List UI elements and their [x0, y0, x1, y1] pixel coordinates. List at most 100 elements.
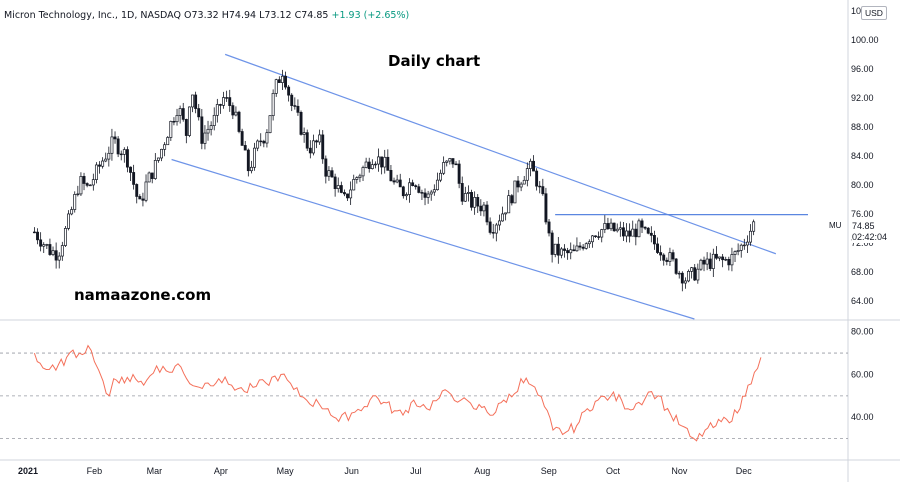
candle-body [594, 235, 597, 238]
candle-body [321, 134, 325, 160]
candle-body [479, 205, 483, 212]
candle-body [569, 249, 573, 254]
last-price-value: 74.85 [852, 221, 875, 231]
price-axis: 64.0068.0072.0076.0080.0084.0088.0092.00… [851, 6, 879, 306]
candle-body [711, 253, 715, 269]
candle-body [116, 138, 120, 155]
candle-body [649, 232, 653, 236]
low-value: L73.12 [259, 10, 292, 21]
candle-body [330, 170, 334, 178]
price-tick-label: 92.00 [851, 93, 874, 103]
candle-body [683, 280, 687, 284]
candle-body [566, 250, 570, 254]
candle-body [290, 94, 294, 106]
candle-body [429, 191, 433, 195]
time-tick-label: Feb [87, 466, 103, 476]
candle-body [677, 272, 681, 275]
candle-body [352, 179, 356, 191]
candle-body [721, 256, 725, 261]
candle-body [587, 241, 591, 245]
candle-body [51, 250, 55, 255]
chart-annotation-title: Daily chart [388, 52, 481, 70]
candle-body [380, 156, 384, 168]
candle-body [110, 136, 114, 154]
symbol-info: Micron Technology, Inc., 1D, NASDAQ [4, 10, 181, 21]
candle-body [265, 132, 269, 144]
candle-body [646, 227, 650, 234]
price-tick-label: 64.00 [851, 296, 874, 306]
bar-countdown: 02:42:04 [852, 232, 888, 242]
candle-body [98, 164, 101, 167]
oscillator-line [33, 344, 762, 442]
price-tick-label: 76.00 [851, 209, 874, 219]
candle-body [296, 105, 300, 113]
candle-body [609, 222, 613, 230]
candle-body [671, 252, 675, 260]
candle-body [389, 170, 393, 182]
candle-body [163, 144, 167, 150]
candle-body [395, 179, 399, 183]
candle-body [150, 172, 154, 179]
candle-body [88, 184, 92, 187]
candle-body [187, 106, 191, 136]
symbol-label: MU [829, 221, 842, 230]
candle-body [423, 192, 427, 198]
candle-body [197, 108, 201, 118]
candle-body [606, 223, 610, 230]
candle-body [491, 232, 495, 234]
candle-body [432, 189, 436, 193]
price-tick-label: 84.00 [851, 151, 874, 161]
candle-body [246, 149, 250, 172]
candle-body [79, 176, 83, 195]
candle-body [575, 245, 579, 252]
candle-body [497, 220, 501, 226]
candle-body [184, 119, 188, 136]
candle-body [556, 243, 560, 256]
candle-body [510, 195, 514, 204]
candle-body [172, 120, 176, 123]
candle-body [336, 185, 340, 189]
candle-body [36, 231, 39, 241]
candle-body [736, 250, 740, 252]
candle-body [559, 248, 563, 256]
time-tick-label: Sep [541, 466, 557, 476]
candle-body [504, 212, 508, 215]
candle-body [460, 183, 464, 202]
candle-body [299, 112, 303, 135]
candle-body [280, 75, 284, 83]
candle-body [274, 79, 278, 94]
price-tick-label: 96.00 [851, 64, 874, 74]
oscillator-tick-label: 80.00 [851, 327, 874, 337]
candle-body [535, 170, 539, 187]
candle-body [634, 228, 638, 238]
candle-body [42, 244, 46, 247]
candle-body [234, 111, 238, 116]
currency-button[interactable]: USD [861, 6, 887, 20]
candle-body [550, 232, 554, 255]
candle-body [727, 258, 731, 266]
candle-body [603, 223, 607, 230]
candle-body [228, 97, 232, 106]
candle-body [386, 156, 390, 171]
candle-body [138, 196, 142, 200]
candle-body [57, 255, 61, 261]
candle-body [668, 252, 672, 262]
candle-body [125, 149, 129, 168]
candle-body [194, 94, 198, 109]
change-value: +1.93 (+2.65%) [331, 10, 410, 21]
candle-body [253, 147, 256, 168]
time-tick-label: Nov [671, 466, 688, 476]
candle-body [392, 180, 396, 183]
candle-body [383, 156, 387, 168]
candle-body [268, 115, 272, 134]
candle-body [696, 268, 700, 281]
candle-body [324, 158, 328, 177]
candle-body [538, 185, 542, 188]
candle-body [191, 94, 194, 108]
candle-body [600, 229, 604, 238]
channel-lower-line [171, 158, 695, 320]
candle-body [659, 252, 663, 256]
candle-body [578, 245, 582, 248]
candle-body [451, 158, 455, 165]
